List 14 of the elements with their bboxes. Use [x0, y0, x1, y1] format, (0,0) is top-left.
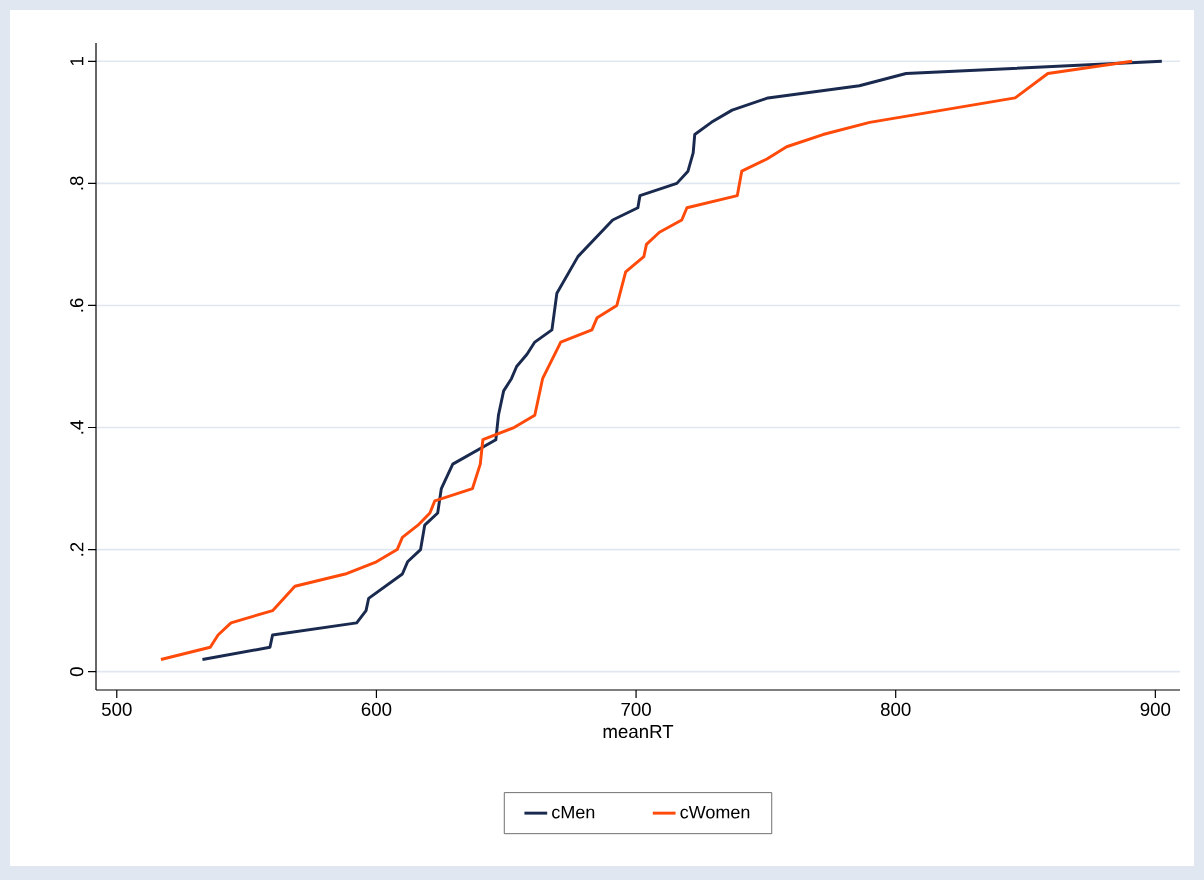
x-tick-label: 800	[880, 702, 911, 716]
y-tick-label: .8	[70, 176, 84, 190]
y-tick-label: 1	[70, 57, 84, 66]
legend-label: cWomen	[680, 805, 750, 819]
legend-label: cMen	[552, 805, 595, 819]
x-tick-label: 500	[101, 702, 132, 716]
y-tick-label: .4	[70, 420, 84, 434]
x-tick-label: 600	[361, 702, 392, 716]
y-tick-label: 0	[70, 667, 84, 677]
y-tick-label: .2	[70, 542, 84, 556]
x-axis-title: meanRT	[603, 725, 674, 739]
x-tick-label: 700	[621, 702, 651, 716]
x-tick-label: 900	[1140, 702, 1171, 716]
y-tick-label: .6	[70, 298, 84, 312]
